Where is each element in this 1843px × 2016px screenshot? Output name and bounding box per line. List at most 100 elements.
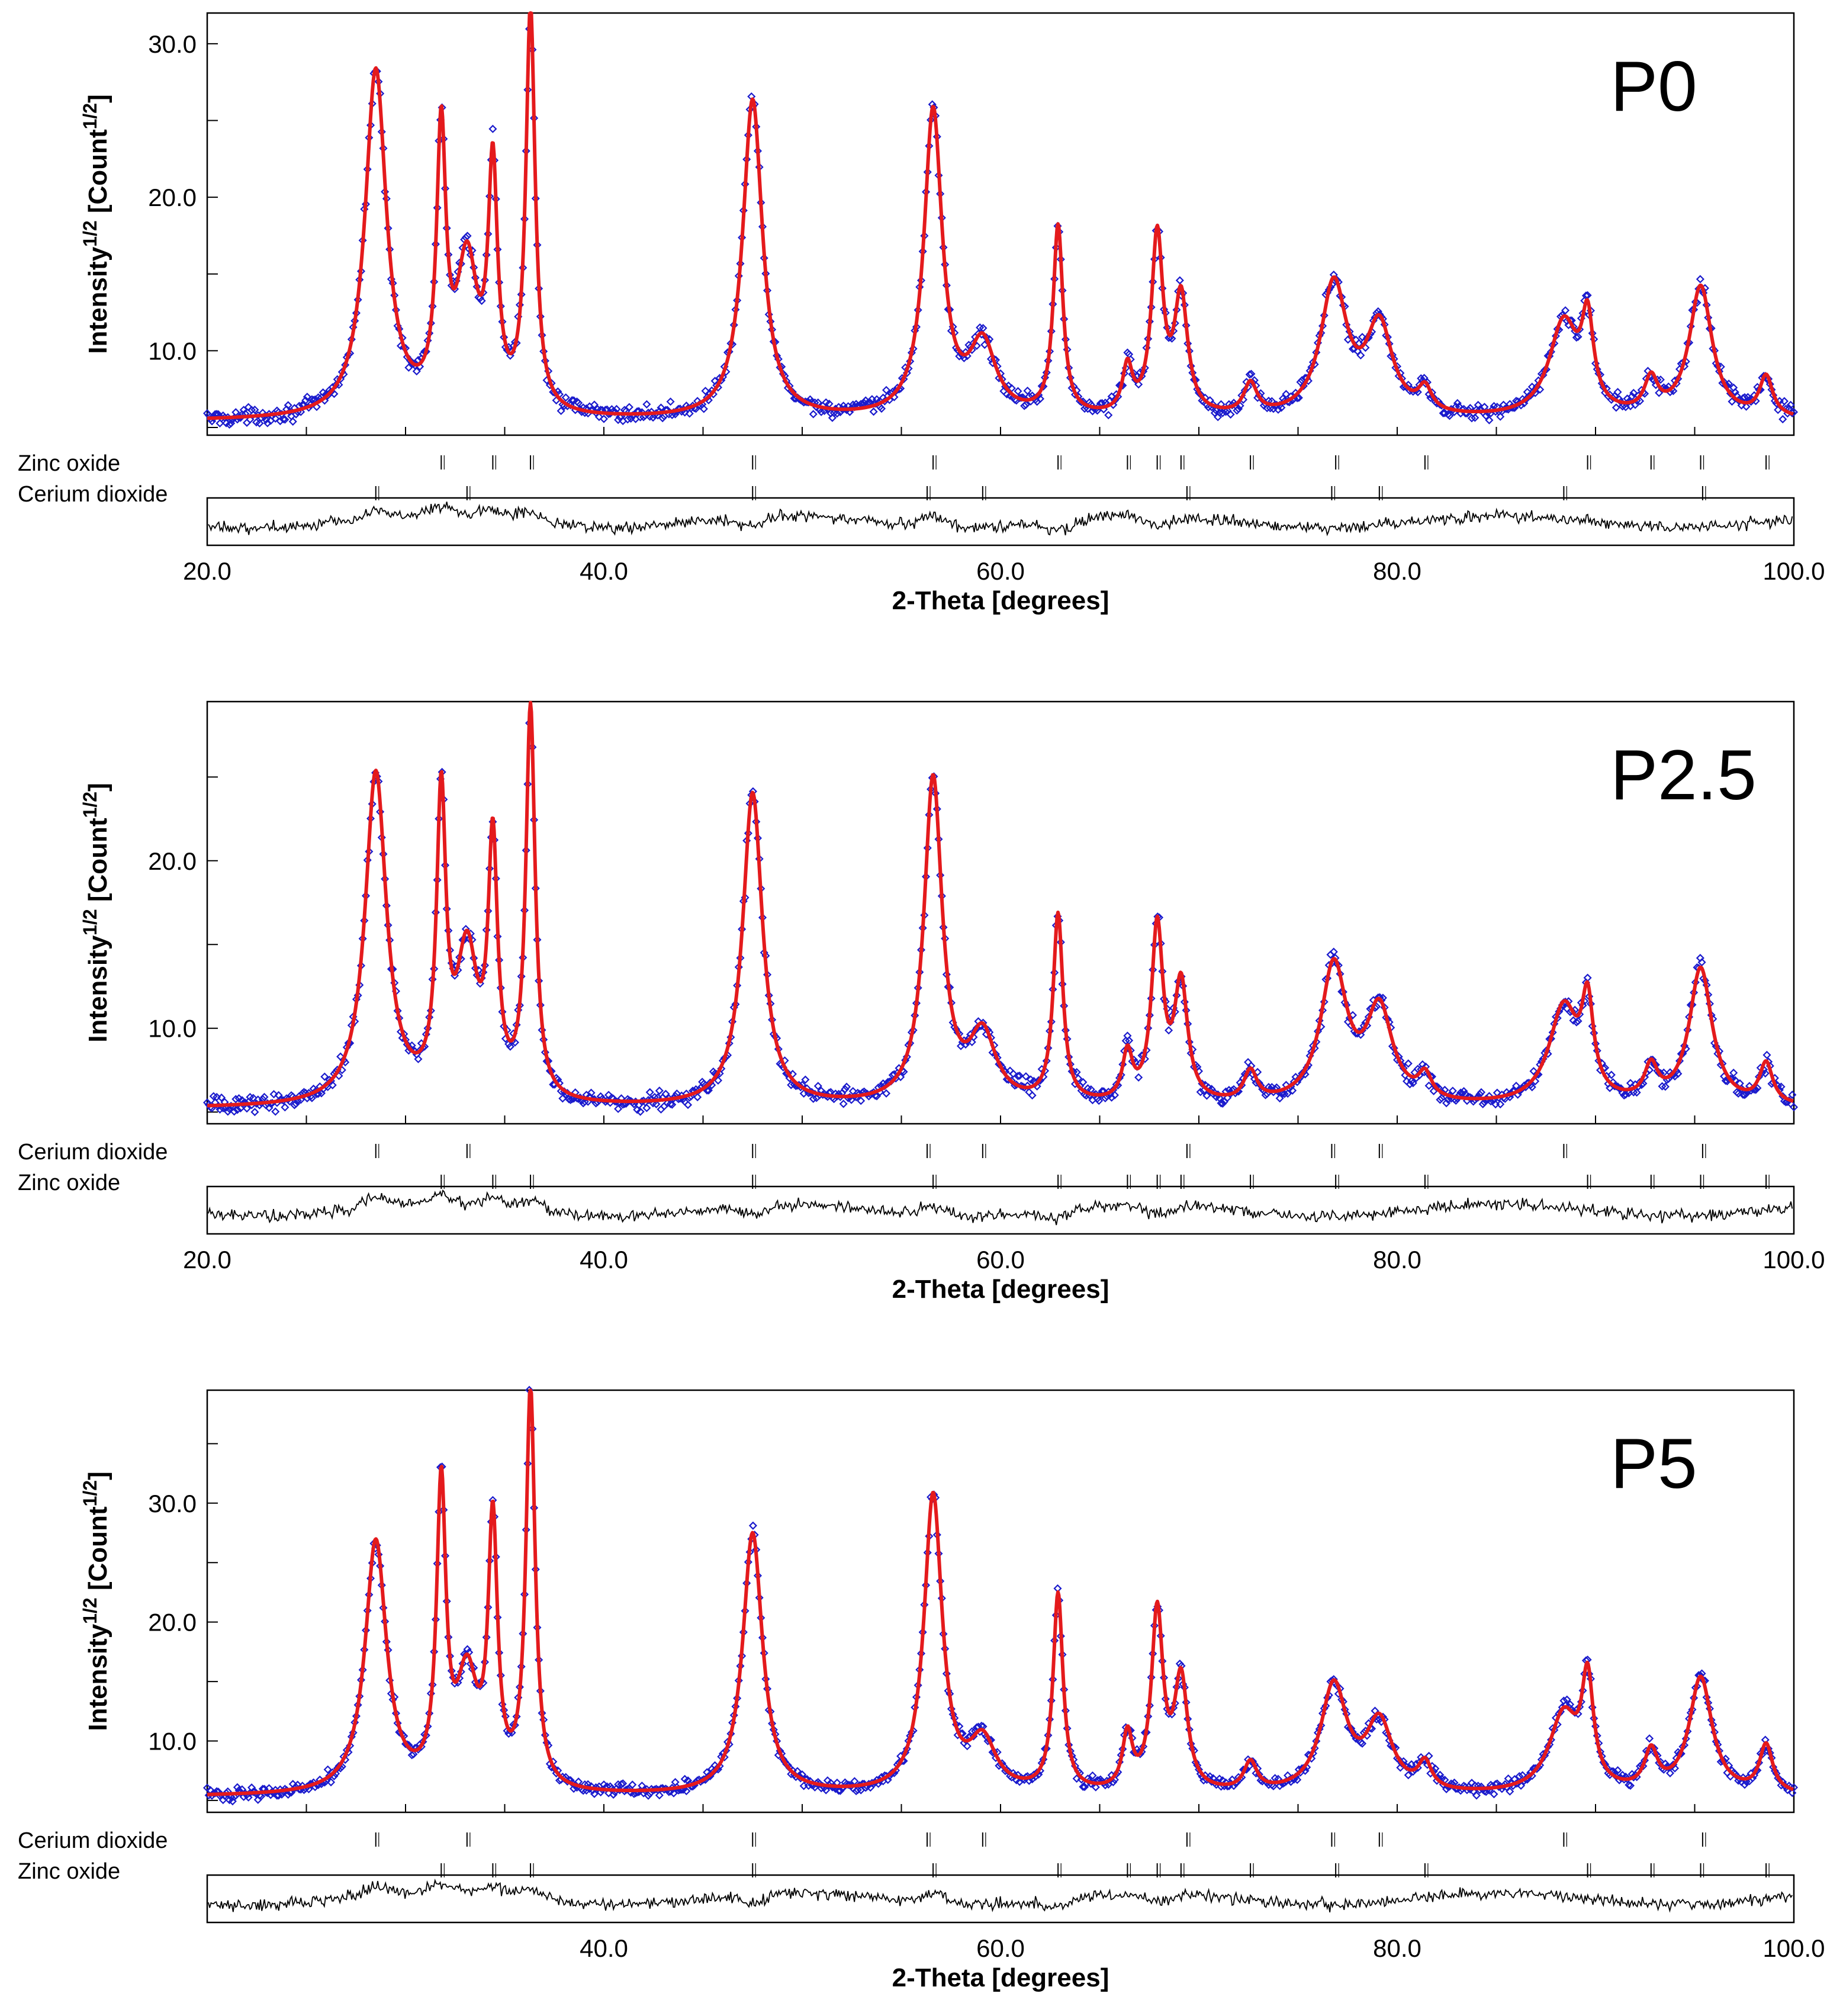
observed-point: [963, 1742, 972, 1751]
observed-point: [642, 1104, 651, 1113]
y-label-text: Intensity: [83, 935, 112, 1042]
observed-point: [841, 1085, 850, 1094]
observed-point: [307, 1094, 316, 1102]
observed-point: [1567, 1007, 1576, 1015]
observed-point: [1625, 1780, 1633, 1789]
observed-point: [1091, 1783, 1100, 1792]
difference-frame: [206, 497, 1795, 546]
calculated-curve: [206, 1388, 1794, 1796]
observed-point: [1482, 1787, 1491, 1796]
observed-point: [217, 1093, 226, 1102]
observed-point: [307, 395, 316, 404]
y-axis-label: Intensity1/2 [Count1/2]: [79, 783, 112, 1042]
observed-point: [666, 397, 675, 406]
observed-point: [1626, 1781, 1635, 1790]
observed-point: [579, 1786, 588, 1795]
observed-point: [263, 419, 272, 427]
observed-point: [857, 1097, 866, 1105]
observed-point: [669, 1789, 678, 1798]
observed-point: [1009, 1069, 1018, 1078]
observed-point: [1114, 392, 1122, 401]
observed-point: [1080, 404, 1089, 413]
observed-point: [1217, 1099, 1226, 1108]
x-axis-label: 2-Theta [degrees]: [892, 1275, 1109, 1304]
observed-point: [1284, 1089, 1292, 1098]
y-tick-label: 20.0: [148, 1609, 197, 1636]
observed-point: [1731, 388, 1739, 397]
observed-point: [1461, 1783, 1470, 1792]
observed-point: [1310, 1744, 1319, 1753]
observed-point: [1134, 1073, 1143, 1082]
observed-point: [1718, 1757, 1727, 1766]
panel-label: P5: [1610, 1424, 1697, 1503]
observed-point: [1358, 1739, 1367, 1748]
x-tick-label: 60.0: [976, 1934, 1025, 1962]
observed-point: [1786, 400, 1795, 410]
observed-point: [1742, 402, 1751, 411]
observed-point: [216, 419, 224, 427]
y-tick-label: 10.0: [148, 1727, 197, 1755]
y-axis-label: Intensity1/2 [Count1/2]: [79, 94, 112, 353]
observed-point: [1674, 1069, 1683, 1078]
difference-frame: [206, 1874, 1795, 1924]
observed-point: [477, 296, 486, 306]
observed-point: [1762, 1050, 1771, 1059]
y-label-bracket: ]: [83, 1471, 112, 1480]
observed-point: [1561, 306, 1570, 315]
observed-point: [1575, 325, 1584, 334]
observed-point: [623, 415, 632, 424]
observed-point: [809, 1094, 818, 1103]
x-tick-label: 80.0: [1373, 1246, 1421, 1274]
difference-curve: [208, 501, 1793, 536]
y-tick-label: 10.0: [148, 1015, 197, 1043]
y-label-bracket: ]: [83, 783, 112, 792]
observed-point: [284, 1790, 292, 1799]
observed-point: [1467, 414, 1477, 423]
observed-point: [1777, 1082, 1786, 1091]
observed-point: [250, 1108, 259, 1117]
observed-point: [233, 1783, 242, 1792]
observed-point: [323, 1765, 332, 1774]
observed-point: [1788, 1091, 1797, 1099]
observed-point: [1728, 397, 1736, 406]
observed-point: [1472, 1791, 1481, 1800]
observed-point: [1478, 1099, 1487, 1108]
observed-point: [655, 1086, 664, 1095]
observed-point: [475, 294, 485, 303]
y-label-superscript: 1/2: [79, 103, 101, 129]
observed-point: [488, 124, 497, 133]
observed-point: [1761, 1069, 1770, 1078]
y-tick-label: 20.0: [148, 184, 197, 211]
x-tick-label: 100.0: [1762, 1934, 1825, 1962]
observed-point: [668, 1100, 677, 1109]
observed-point: [1789, 407, 1799, 417]
x-tick-label: 40.0: [580, 1246, 628, 1274]
observed-point: [1445, 411, 1454, 420]
observed-point: [701, 387, 710, 396]
observed-point: [1282, 390, 1291, 398]
observed-point: [682, 1787, 691, 1796]
x-tick-label: 60.0: [976, 557, 1025, 585]
observed-point: [1436, 1770, 1445, 1779]
observed-point: [801, 1075, 810, 1084]
observed-point: [1562, 1695, 1571, 1704]
observed-point: [271, 414, 280, 423]
observed-point: [1490, 1790, 1498, 1799]
y-tick-label: 10.0: [148, 337, 197, 365]
calculated-curve: [206, 700, 1794, 1108]
observed-point: [557, 406, 565, 416]
observed-point: [1477, 1088, 1486, 1097]
observed-point: [574, 398, 583, 407]
observed-point: [211, 1789, 220, 1798]
observed-point: [842, 1082, 851, 1091]
x-tick-label: 40.0: [580, 557, 628, 585]
observed-point: [604, 1789, 613, 1798]
observed-point: [1110, 1091, 1120, 1099]
observed-point: [414, 1054, 423, 1063]
observed-point: [1607, 1070, 1616, 1079]
observed-point: [1725, 380, 1733, 388]
observed-point: [1778, 415, 1787, 424]
observed-point: [817, 1784, 826, 1793]
